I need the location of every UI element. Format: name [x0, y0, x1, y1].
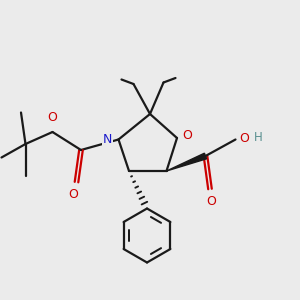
Text: O: O	[239, 132, 249, 146]
Text: O: O	[207, 195, 216, 208]
Text: H: H	[254, 130, 262, 144]
Text: O: O	[47, 112, 57, 124]
Text: O: O	[69, 188, 78, 200]
Text: N: N	[103, 133, 112, 146]
Text: O: O	[182, 129, 192, 142]
Polygon shape	[167, 153, 207, 171]
